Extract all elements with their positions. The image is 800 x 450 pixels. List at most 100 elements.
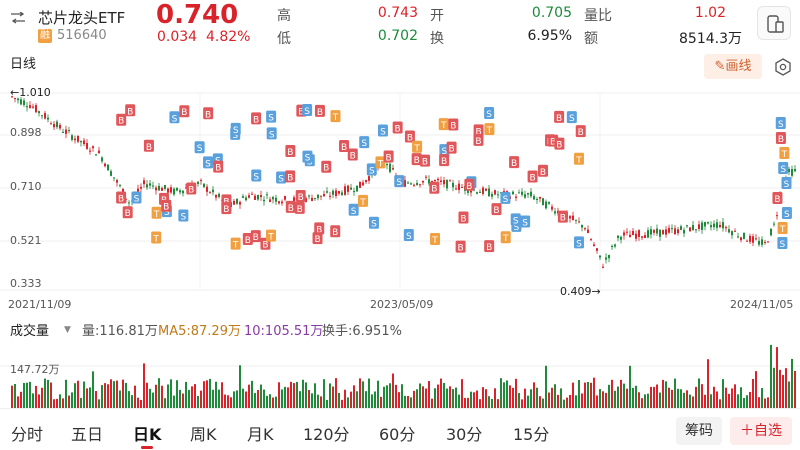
candle-body: [50, 123, 52, 125]
tab-five-day[interactable]: 五日: [71, 425, 104, 444]
svg-text:B: B: [422, 158, 428, 168]
candle-body: [539, 196, 541, 199]
volume-bar: [416, 389, 418, 408]
signal-s-marker: S: [781, 177, 792, 190]
svg-text:T: T: [153, 210, 160, 220]
svg-text:S: S: [172, 114, 178, 124]
volume-bar: [257, 390, 259, 408]
candle-body: [611, 246, 613, 248]
volume-bar: [275, 396, 277, 408]
volume-bar: [536, 387, 538, 408]
svg-text:B: B: [529, 174, 535, 184]
volume-bar: [716, 391, 718, 408]
quote-header: 芯片龙头ETF 融 516640 0.740 0.034 4.82% 高 0.7…: [0, 0, 800, 48]
volume-bar: [41, 387, 43, 408]
volume-bar: [95, 391, 97, 408]
candle-body: [773, 223, 775, 225]
svg-text:B: B: [317, 108, 323, 118]
candle-body: [128, 202, 130, 204]
tab-15min[interactable]: 15分: [513, 425, 550, 444]
svg-text:T: T: [779, 225, 786, 235]
candle-body: [95, 154, 97, 156]
candle-body: [146, 184, 148, 188]
volume-bar: [242, 388, 244, 408]
volume-bar: [494, 388, 496, 408]
volume-bar: [584, 382, 586, 408]
volume-bar: [551, 387, 553, 408]
candle-body: [74, 138, 76, 141]
low-label: 低: [277, 31, 291, 47]
low-value: 0.702: [377, 28, 418, 44]
candle-body: [212, 189, 214, 193]
candle-body: [77, 135, 79, 142]
svg-text:S: S: [232, 131, 238, 141]
signal-b-marker: B: [242, 232, 253, 246]
volume-value: 量:116.81万: [82, 324, 158, 339]
candle-body: [206, 186, 208, 192]
candle-body: [647, 230, 649, 238]
add-watchlist-button[interactable]: ＋自选: [730, 417, 792, 445]
tab-intraday[interactable]: 分时: [11, 425, 44, 444]
volume-bar: [677, 388, 679, 408]
volume-bar: [23, 382, 25, 408]
caret-down-icon[interactable]: ▼: [64, 325, 71, 335]
volume-bar: [89, 387, 91, 408]
volume-bar: [761, 388, 763, 408]
svg-text:B: B: [181, 108, 187, 118]
candle-body: [182, 190, 184, 194]
settings-icon[interactable]: [774, 58, 792, 76]
volume-bar: [386, 385, 388, 408]
volume-bar: [578, 380, 580, 408]
svg-text:S: S: [380, 128, 386, 138]
change-percent: 4.82%: [206, 29, 251, 45]
volume-bar: [131, 395, 133, 408]
svg-text:B: B: [486, 243, 492, 253]
volume-bar: [563, 399, 565, 408]
svg-text:T: T: [781, 150, 788, 160]
volume-bar: [302, 379, 304, 408]
volume-bar: [500, 378, 502, 408]
tab-monthly-k[interactable]: 月K: [247, 425, 274, 444]
signal-b-marker: B: [775, 132, 786, 145]
signal-b-marker: B: [203, 107, 214, 120]
svg-text:B: B: [475, 137, 481, 147]
candle-body: [68, 130, 70, 132]
candle-body: [422, 180, 424, 183]
tab-120min[interactable]: 120分: [303, 425, 350, 444]
tab-daily-k[interactable]: 日K: [133, 425, 162, 444]
candle-body: [446, 179, 448, 189]
volume-bar: [314, 383, 316, 408]
indicator-select[interactable]: 成交量: [10, 324, 50, 339]
candle-body: [236, 199, 238, 204]
candle-body: [593, 244, 595, 246]
candle-body: [425, 176, 427, 178]
draw-line-button[interactable]: ✎画线: [704, 54, 762, 79]
volume-bar: [278, 382, 280, 408]
device-switch-icon[interactable]: [757, 6, 791, 40]
candle-body: [65, 129, 67, 134]
signal-b-marker: B: [575, 125, 586, 138]
signal-b-marker: B: [186, 182, 197, 196]
chips-button[interactable]: 筹码: [676, 417, 722, 445]
tab-60min[interactable]: 60分: [379, 425, 416, 444]
candle-body: [332, 190, 334, 195]
candle-body: [725, 227, 727, 229]
volume-bar: [317, 394, 319, 408]
kline-chart[interactable]: BBBBSBTTSBBSBSBSSBSBBBTSSBBSBBSSTSBBBBBB…: [0, 78, 800, 314]
tab-30min[interactable]: 30分: [446, 425, 483, 444]
candle-body: [407, 182, 409, 184]
volume-bar: [767, 397, 769, 408]
volume-bar: [182, 393, 184, 408]
signal-s-marker: S: [377, 124, 388, 138]
volume-bar: [419, 383, 421, 408]
tab-weekly-k[interactable]: 周K: [190, 425, 217, 444]
volume-bar: [113, 381, 115, 408]
volume-bar: [524, 388, 526, 408]
signal-b-marker: B: [321, 160, 332, 174]
menu-arrows-icon[interactable]: [10, 12, 26, 24]
candle-body: [101, 157, 103, 162]
volume-bar: [695, 386, 697, 408]
volume-bar: [35, 385, 37, 408]
candle-body: [59, 124, 61, 129]
volume-bar: [17, 396, 19, 408]
